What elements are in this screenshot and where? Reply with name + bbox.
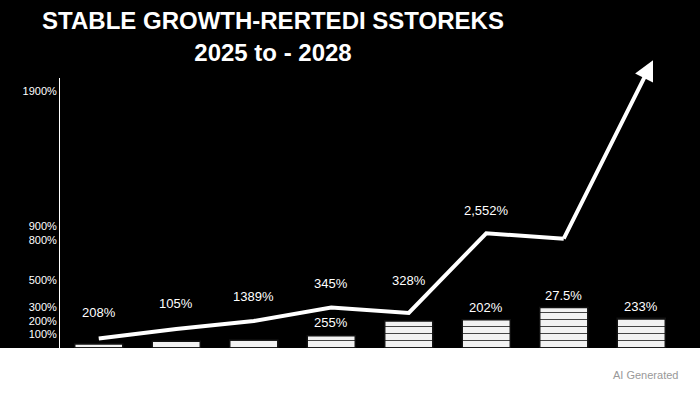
svg-text:AI Generated: AI Generated — [613, 369, 678, 381]
svg-text:328%: 328% — [392, 273, 426, 288]
svg-text:200%: 200% — [29, 315, 57, 327]
svg-text:233%: 233% — [624, 299, 658, 314]
svg-text:1389%: 1389% — [233, 289, 274, 304]
svg-text:800%: 800% — [29, 234, 57, 246]
svg-text:1900%: 1900% — [23, 85, 57, 97]
svg-text:500%: 500% — [29, 274, 57, 286]
svg-text:208%: 208% — [82, 305, 116, 320]
svg-text:100%: 100% — [29, 328, 57, 340]
svg-text:202%: 202% — [469, 300, 503, 315]
svg-text:2,552%: 2,552% — [464, 203, 509, 218]
svg-text:STABLE GROWTH-RERTEDI SSTOREKS: STABLE GROWTH-RERTEDI SSTOREKS2025 to - … — [42, 7, 504, 65]
svg-text:300%: 300% — [29, 301, 57, 313]
svg-text:900%: 900% — [29, 220, 57, 232]
svg-text:345%: 345% — [314, 276, 348, 291]
svg-text:255%: 255% — [314, 315, 348, 330]
svg-text:27.5%: 27.5% — [545, 288, 582, 303]
svg-text:105%: 105% — [159, 296, 193, 311]
